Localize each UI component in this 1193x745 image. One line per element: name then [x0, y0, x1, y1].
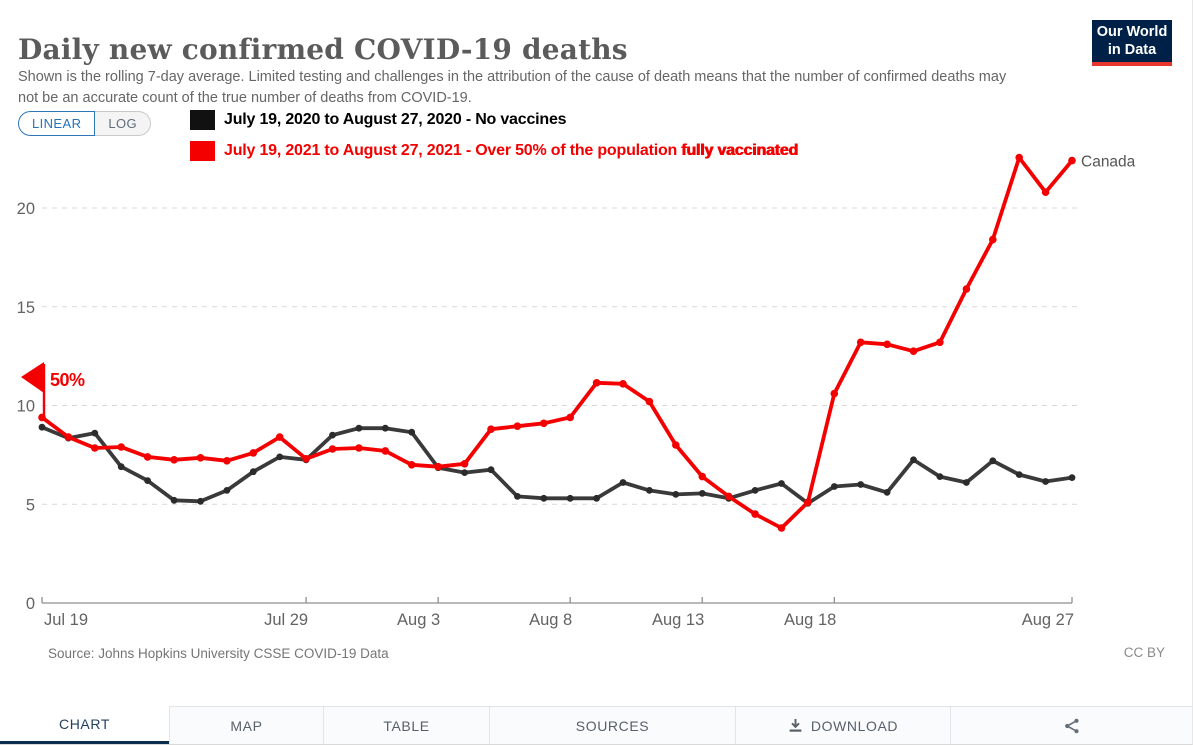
svg-text:Aug 8: Aug 8 [529, 611, 572, 629]
page-title: Daily new confirmed COVID-19 deaths [18, 32, 628, 66]
license-badge[interactable]: CC BY [1123, 645, 1165, 660]
chart-subtitle: Shown is the rolling 7-day average. Limi… [18, 68, 1007, 106]
svg-text:10: 10 [17, 398, 35, 416]
svg-text:0: 0 [26, 595, 35, 613]
bottom-tabbar: CHART MAP TABLE SOURCES DOWNLOAD [0, 706, 1193, 745]
series-2021-line [38, 153, 1076, 532]
svg-text:Aug 3: Aug 3 [397, 611, 440, 629]
tab-share[interactable] [951, 706, 1193, 745]
legend-label-2021: July 19, 2021 to August 27, 2021 - Over … [224, 142, 799, 159]
chart-legend: July 19, 2020 to August 27, 2020 - No va… [190, 107, 798, 169]
owid-logo-line2: in Data [1107, 42, 1157, 59]
svg-text:Aug 18: Aug 18 [784, 611, 836, 629]
tab-table[interactable]: TABLE [324, 706, 490, 745]
grid-and-axes: 0 5 10 15 20 Jul 19 Jul 29 Aug 3 Aug 8 Aug 13 Aug … [17, 200, 1078, 629]
svg-text:Aug 27: Aug 27 [1022, 611, 1074, 629]
svg-text:50%: 50% [50, 370, 85, 390]
source-attribution: Source: Johns Hopkins University CSSE CO… [48, 646, 389, 661]
owid-logo: Our World in Data [1092, 20, 1172, 66]
svg-text:Aug 13: Aug 13 [652, 611, 704, 629]
svg-text:Jul 29: Jul 29 [264, 611, 308, 629]
legend-row-2021: July 19, 2021 to August 27, 2021 - Over … [190, 138, 798, 164]
svg-text:15: 15 [17, 299, 35, 317]
legend-row-2020: July 19, 2020 to August 27, 2020 - No va… [190, 107, 798, 133]
tab-sources[interactable]: SOURCES [490, 706, 736, 745]
legend-label-2020: July 19, 2020 to August 27, 2020 - No va… [224, 111, 567, 128]
download-icon [789, 719, 802, 732]
linear-scale-button[interactable]: LINEAR [18, 111, 96, 136]
legend-swatch-2020 [190, 110, 215, 130]
tab-chart[interactable]: CHART [0, 706, 169, 745]
scale-toggle: LINEAR LOG [18, 111, 152, 136]
svg-text:20: 20 [17, 200, 35, 218]
tab-download[interactable]: DOWNLOAD [736, 706, 951, 745]
svg-text:5: 5 [26, 496, 35, 514]
svg-text:Jul 19: Jul 19 [44, 611, 88, 629]
tab-map[interactable]: MAP [169, 706, 324, 745]
annotations: 50% Canada [21, 154, 1136, 418]
share-icon [1064, 718, 1079, 733]
owid-logo-bar [1092, 62, 1172, 66]
owid-logo-line1: Our World [1096, 24, 1168, 40]
log-scale-button[interactable]: LOG [95, 111, 152, 136]
svg-text:Canada: Canada [1081, 154, 1136, 171]
legend-swatch-2021 [190, 141, 215, 161]
series-2020-line [38, 423, 1076, 507]
